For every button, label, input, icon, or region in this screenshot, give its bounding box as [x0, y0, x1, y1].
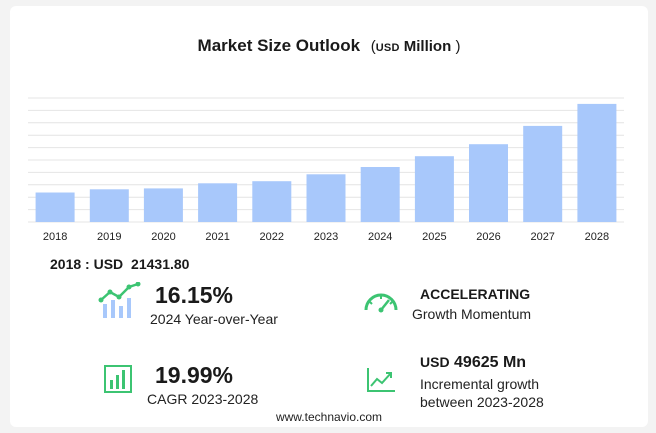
- incremental-currency: USD: [420, 354, 450, 370]
- bar-2028: [577, 103, 617, 222]
- speedometer-icon: [364, 293, 398, 313]
- cagr-label: CAGR 2023-2028: [147, 391, 259, 407]
- bar-2027: [523, 125, 563, 222]
- source-link[interactable]: www.technavio.com: [275, 410, 383, 424]
- bar-2023: [306, 174, 346, 222]
- cagr-value: 19.99%: [155, 362, 234, 388]
- momentum-value: ACCELERATING: [420, 286, 531, 302]
- bar-2018: [35, 192, 75, 222]
- growth-bars-icon: [98, 282, 141, 318]
- chart-title: Market Size Outlook (USD Million ): [10, 36, 648, 56]
- yoy-label: 2024 Year-over-Year: [150, 311, 278, 327]
- yoy-value: 16.15%: [155, 282, 234, 308]
- base-year-value: 2018 : USD 21431.80: [50, 256, 193, 272]
- trend-line-icon: [367, 368, 395, 392]
- chart-title-text: Market Size Outlook: [197, 36, 361, 55]
- base-year-amount: 21431.80: [131, 256, 190, 272]
- bar-chart-icon: [104, 365, 132, 393]
- incremental-label-line2: between 2023-2028: [420, 394, 544, 410]
- x-tick-label: 2024: [368, 231, 392, 243]
- unit-currency: USD: [375, 42, 400, 54]
- bar-2020: [143, 188, 183, 222]
- chart-card: Market Size Outlook (USD Million ) 2018 2…: [10, 6, 648, 427]
- chart-unit: (USD Million ): [370, 38, 461, 55]
- x-tick-label: 2020: [151, 231, 175, 243]
- bar-2022: [252, 181, 292, 222]
- x-tick-label: 2028: [585, 231, 609, 243]
- x-tick-label: 2023: [314, 231, 338, 243]
- x-tick-label: 2019: [97, 231, 121, 243]
- incremental-label-line1: Incremental growth: [420, 376, 540, 392]
- bar-chart: 2018 2019 2020 2021 2022 2023 2024 2025 2026 2027…: [28, 97, 624, 243]
- bar-2021: [198, 183, 238, 222]
- bar-2025: [414, 156, 454, 222]
- bar-2019: [89, 189, 129, 222]
- x-tick-label: 2022: [260, 231, 284, 243]
- incremental-value: USD 49625 Mn: [420, 354, 526, 372]
- bar-2024: [360, 167, 400, 222]
- incremental-amount: 49625 Mn: [454, 354, 527, 371]
- momentum-label: Growth Momentum: [412, 306, 532, 322]
- x-tick-label: 2021: [205, 231, 229, 243]
- x-tick-label: 2025: [422, 231, 446, 243]
- unit-scale: Million: [403, 38, 452, 55]
- x-tick-label: 2026: [476, 231, 500, 243]
- x-tick-label: 2018: [43, 231, 67, 243]
- bar-2026: [469, 144, 508, 222]
- base-year-label: 2018 : USD: [50, 256, 124, 272]
- x-tick-label: 2027: [530, 231, 554, 243]
